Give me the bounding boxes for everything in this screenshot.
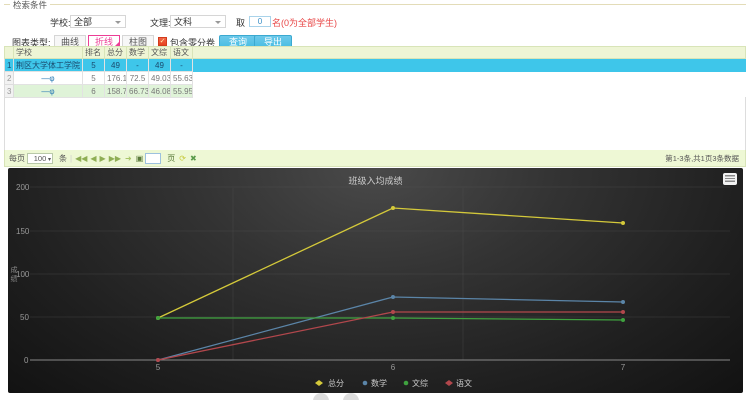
svg-text:总分: 总分	[328, 378, 344, 388]
svg-text:文综: 文综	[412, 378, 428, 388]
svg-text:成: 成	[11, 265, 18, 274]
svg-text:150: 150	[16, 227, 30, 236]
svg-text:5: 5	[156, 363, 161, 372]
svg-text:50: 50	[20, 313, 29, 322]
svg-text:200: 200	[16, 183, 30, 192]
svg-text:绩: 绩	[11, 274, 18, 283]
svg-text:100: 100	[16, 270, 30, 279]
svg-text:0: 0	[24, 356, 29, 365]
svg-text:6: 6	[391, 363, 396, 372]
svg-text:7: 7	[621, 363, 626, 372]
svg-text:语文: 语文	[456, 378, 472, 388]
svg-text:数学: 数学	[371, 378, 387, 388]
